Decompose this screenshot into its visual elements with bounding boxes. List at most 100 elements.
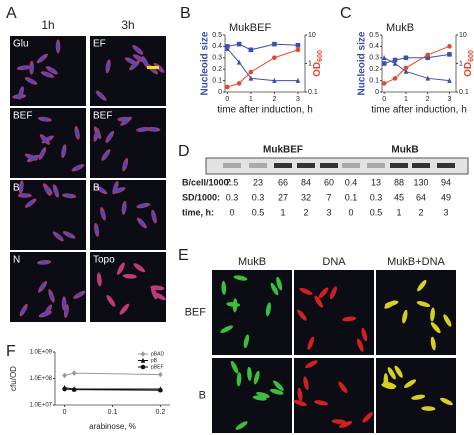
x-tick-label: 0 (225, 96, 229, 103)
y-tick-label: 0.4 (369, 43, 379, 50)
micrograph (376, 270, 456, 355)
chart-title: MukBEF (229, 22, 271, 34)
row-label: BEF (185, 306, 207, 318)
y-tick-label: 0 (375, 89, 379, 96)
cell (362, 412, 373, 423)
cell (411, 394, 426, 400)
y-tick-label: 0.2 (369, 66, 379, 73)
cell (247, 366, 252, 381)
micrograph (212, 358, 292, 433)
marker (447, 44, 452, 49)
x-tick-label: 1 (249, 96, 253, 103)
cell-value: 64 (416, 192, 426, 202)
gel-band (367, 163, 385, 168)
nucleoid (21, 307, 26, 313)
x-axis-label: time after induction, h (371, 105, 467, 116)
nucleoid (103, 152, 108, 158)
cell-value: 0 (348, 207, 353, 217)
cell-value: 7 (326, 192, 331, 202)
gel-band (274, 163, 292, 168)
cell-value: 3 (443, 207, 448, 217)
y-tick-label: 0.3 (369, 55, 379, 62)
panel-label: E (178, 247, 189, 264)
y2-tick-label: 10 (308, 32, 316, 39)
marker (295, 47, 301, 53)
marker (236, 59, 242, 65)
nucleoid (101, 211, 105, 217)
cell-value: 27 (278, 192, 288, 202)
marker (158, 371, 163, 378)
cell-value: 7.5 (226, 177, 239, 187)
y2-tick-label: 0.1 (459, 89, 469, 96)
x-axis-label: time after induction, h (217, 105, 313, 116)
nucleoid (107, 134, 112, 140)
cell-value: 88 (394, 177, 404, 187)
cell (339, 421, 353, 428)
marker (236, 81, 242, 86)
nucleoid (42, 137, 47, 142)
cell-value: 45 (394, 192, 404, 202)
image-label: Glu (13, 39, 29, 50)
x-tick-label: 3 (296, 96, 300, 103)
series-line (64, 387, 161, 390)
nucleoid (56, 234, 61, 239)
cell (404, 379, 417, 388)
cell (293, 399, 307, 407)
legend-label: pBAD (151, 351, 164, 357)
y2-tick-label: 0.1 (308, 89, 318, 96)
marker (392, 76, 398, 81)
nucleoid (62, 148, 66, 154)
cell-value: 84 (301, 177, 311, 187)
cell-value: 2 (303, 207, 308, 217)
image-label: B (13, 183, 20, 194)
nucleoid (136, 56, 142, 61)
marker (425, 75, 431, 81)
scale-bar (147, 66, 159, 69)
marker (140, 351, 146, 357)
cell (96, 272, 102, 287)
nucleoid (21, 66, 27, 70)
panel-label: F (6, 343, 16, 360)
y-tick-label: 1.0E+07 (29, 403, 52, 409)
marker (295, 42, 301, 48)
cell (226, 302, 241, 307)
nucleoid (113, 185, 118, 191)
cell (338, 381, 348, 394)
y-axis-label: Nucleoid size (357, 31, 368, 95)
marker (447, 52, 452, 57)
panel-label: D (178, 143, 190, 160)
marker (140, 364, 146, 370)
nucleoid (28, 79, 34, 83)
nucleoid (49, 293, 54, 299)
y2-tick-label: 1 (308, 60, 312, 67)
cell-value: 0.3 (252, 192, 265, 202)
y2-label-sub: 600 (468, 50, 474, 62)
image-label: EF (93, 39, 106, 50)
x-tick-label: 0 (63, 409, 67, 416)
panel-label: C (340, 5, 352, 22)
series-line (64, 372, 161, 376)
image-label: BEF (13, 111, 32, 122)
nucleoid (122, 205, 126, 211)
nucleoid (64, 308, 69, 314)
y2-tick-label: 1 (459, 60, 463, 67)
y-tick-label: 0 (218, 89, 222, 96)
legend-label: pB (151, 358, 158, 364)
column-label: 1h (41, 18, 54, 32)
column-label: MukB+DNA (387, 256, 445, 268)
column-label: 3h (121, 18, 134, 32)
cell (117, 262, 125, 275)
cell (402, 309, 408, 324)
cell (299, 287, 313, 295)
row-label: B/cell/1000: (182, 177, 232, 187)
nucleoid (30, 156, 36, 161)
cell (361, 327, 368, 342)
cell (122, 273, 137, 279)
column-label: MukB (238, 256, 266, 268)
nucleoid (94, 132, 99, 138)
x-tick-label: 2 (426, 96, 430, 103)
nucleoid (41, 260, 47, 264)
nucleoid (94, 227, 99, 233)
nucleoid (44, 72, 50, 77)
cell (421, 406, 436, 411)
